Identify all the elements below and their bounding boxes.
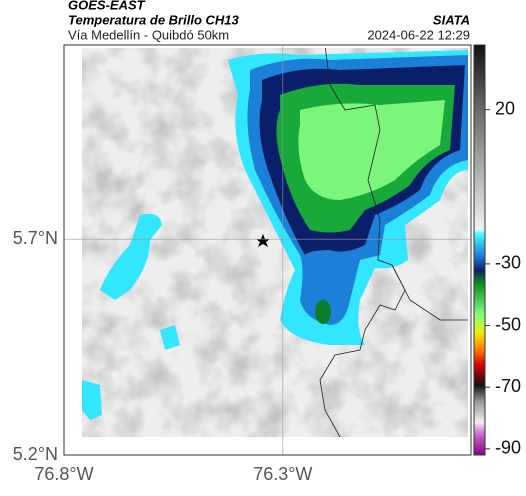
datetime: 2024-06-22 12:29 [367, 27, 470, 42]
colorbar-tick-label: -30 [495, 253, 521, 273]
region: Vía Medellín - Quibdó 50km [68, 27, 229, 42]
product-title: Temperatura de Brillo CH13 [68, 12, 240, 27]
colorbar-tick-label: -70 [495, 376, 521, 396]
colorbar [473, 44, 486, 456]
satellite-name: GOES-EAST [68, 0, 146, 12]
satellite-image [82, 48, 468, 437]
map-frame [63, 44, 472, 456]
x-tick-label: 76.3°W [253, 464, 312, 484]
colorbar-tick-label: 20 [495, 98, 515, 118]
y-tick-label: 5.7°N [13, 228, 58, 248]
location-marker [256, 234, 270, 247]
colorbar-tick-label: -90 [495, 438, 521, 458]
y-tick-label: 5.2°N [13, 444, 58, 464]
agency: SIATA [433, 12, 470, 27]
x-tick-label: 76.8°W [34, 464, 93, 484]
colorbar-tick-label: -50 [495, 314, 521, 334]
